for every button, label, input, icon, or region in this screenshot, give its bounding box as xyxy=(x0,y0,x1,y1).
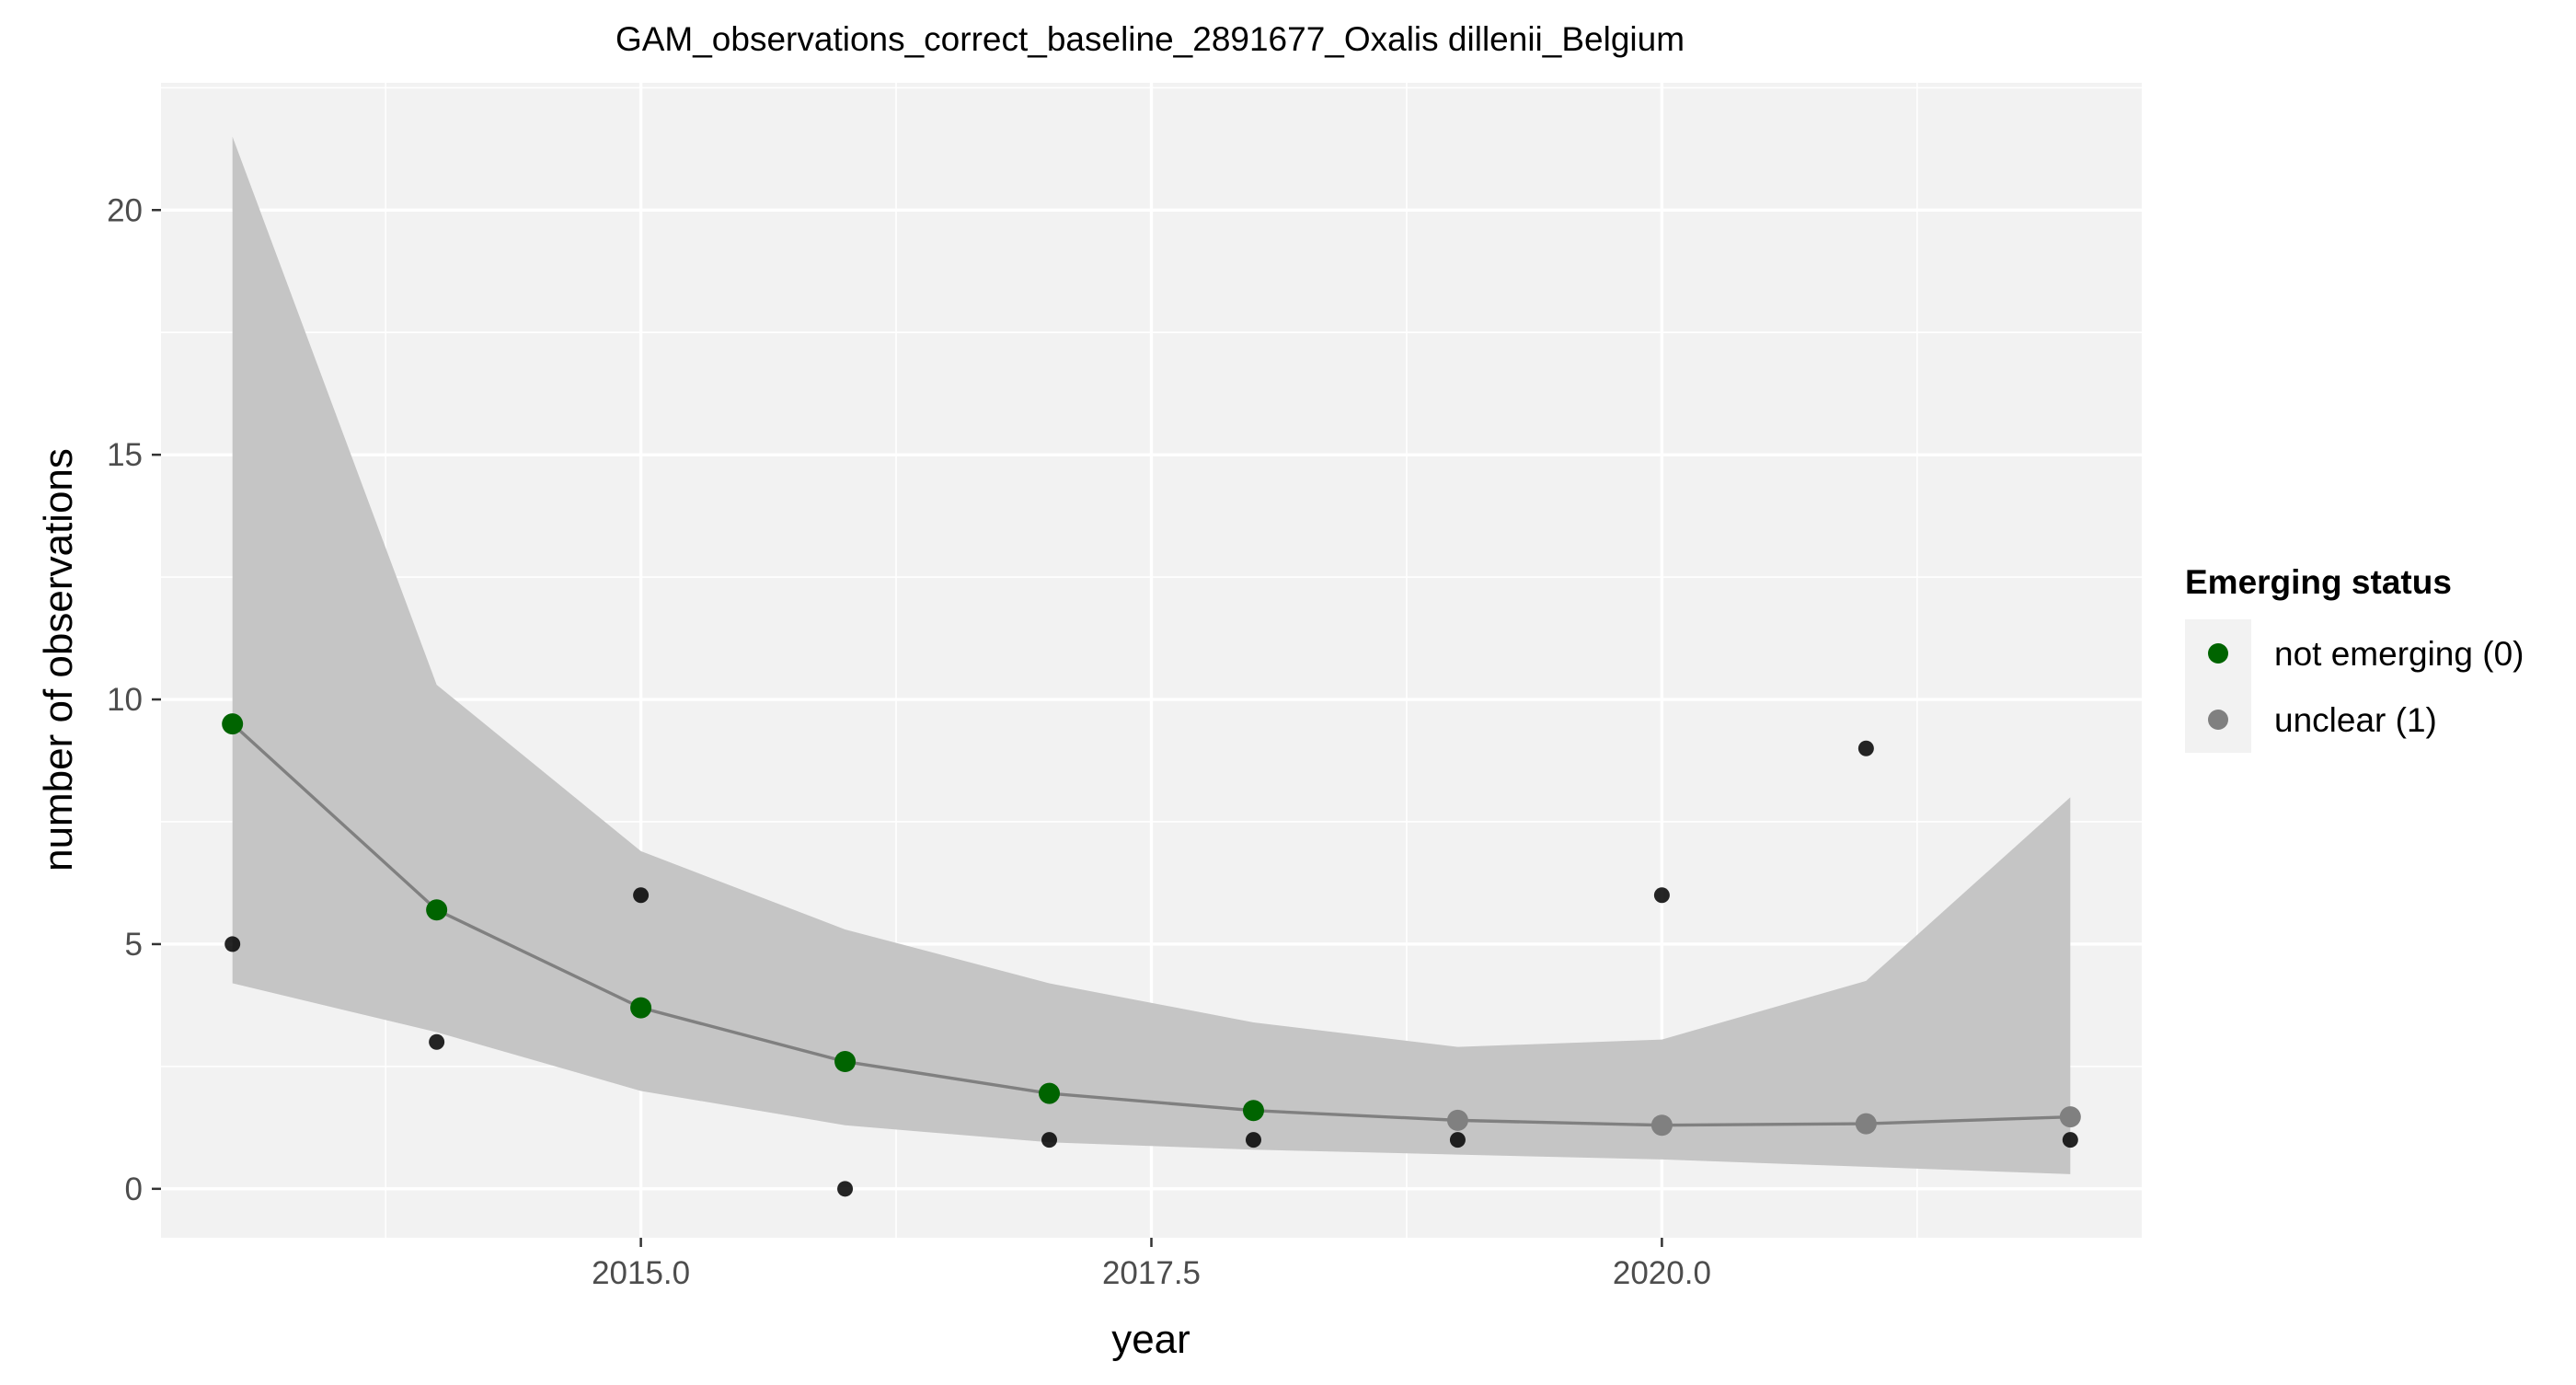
observed-point xyxy=(224,936,241,952)
legend-label-not-emerging: not emerging (0) xyxy=(2274,635,2524,673)
fit-point xyxy=(1242,1100,1264,1122)
legend: Emerging status not emerging (0) unclear… xyxy=(2185,563,2524,753)
legend-title: Emerging status xyxy=(2185,563,2452,601)
confidence-band xyxy=(232,136,2071,1174)
observed-point xyxy=(429,1033,445,1050)
fit-point xyxy=(1039,1082,1061,1104)
y-axis-label: number of observations xyxy=(36,448,81,871)
chart-title: GAM_observations_correct_baseline_289167… xyxy=(615,20,1685,58)
legend-key-unclear xyxy=(2208,710,2228,730)
fit-points-layer xyxy=(222,713,2081,1137)
y-tick-label: 10 xyxy=(107,682,143,718)
fit-point xyxy=(630,997,652,1019)
observed-point xyxy=(633,887,650,904)
y-tick-label: 15 xyxy=(107,437,143,473)
y-tick-label: 5 xyxy=(125,927,143,963)
y-axis: 0 5 10 15 20 xyxy=(107,192,161,1207)
fit-point xyxy=(834,1051,857,1073)
y-tick-label: 20 xyxy=(107,192,143,228)
observed-points-layer xyxy=(224,740,2078,1197)
fit-point xyxy=(1855,1113,1877,1135)
fit-point xyxy=(2059,1106,2081,1128)
x-axis-label: year xyxy=(1111,1317,1190,1362)
fit-line xyxy=(231,722,2071,1127)
legend-key-not-emerging xyxy=(2208,643,2228,664)
observed-point xyxy=(1041,1132,1058,1148)
fit-point xyxy=(1446,1109,1468,1131)
observed-point xyxy=(1245,1132,1261,1148)
fit-point xyxy=(1650,1114,1673,1137)
confidence-band-layer xyxy=(232,136,2071,1174)
x-axis: 2015.0 2017.5 2020.0 xyxy=(592,1238,1711,1291)
fit-point xyxy=(426,899,448,921)
legend-label-unclear: unclear (1) xyxy=(2274,701,2437,739)
observed-point xyxy=(2062,1132,2078,1148)
y-tick-label: 0 xyxy=(125,1171,143,1207)
observed-point xyxy=(1653,887,1670,904)
fit-line-layer xyxy=(231,722,2071,1127)
x-tick-label: 2015.0 xyxy=(592,1255,690,1291)
observed-point xyxy=(1857,740,1874,756)
observed-point xyxy=(837,1181,854,1197)
observed-point xyxy=(1449,1132,1466,1148)
fit-point xyxy=(222,713,244,735)
legend-key-background xyxy=(2185,619,2251,753)
x-tick-label: 2020.0 xyxy=(1613,1255,1711,1291)
x-tick-label: 2017.5 xyxy=(1102,1255,1201,1291)
